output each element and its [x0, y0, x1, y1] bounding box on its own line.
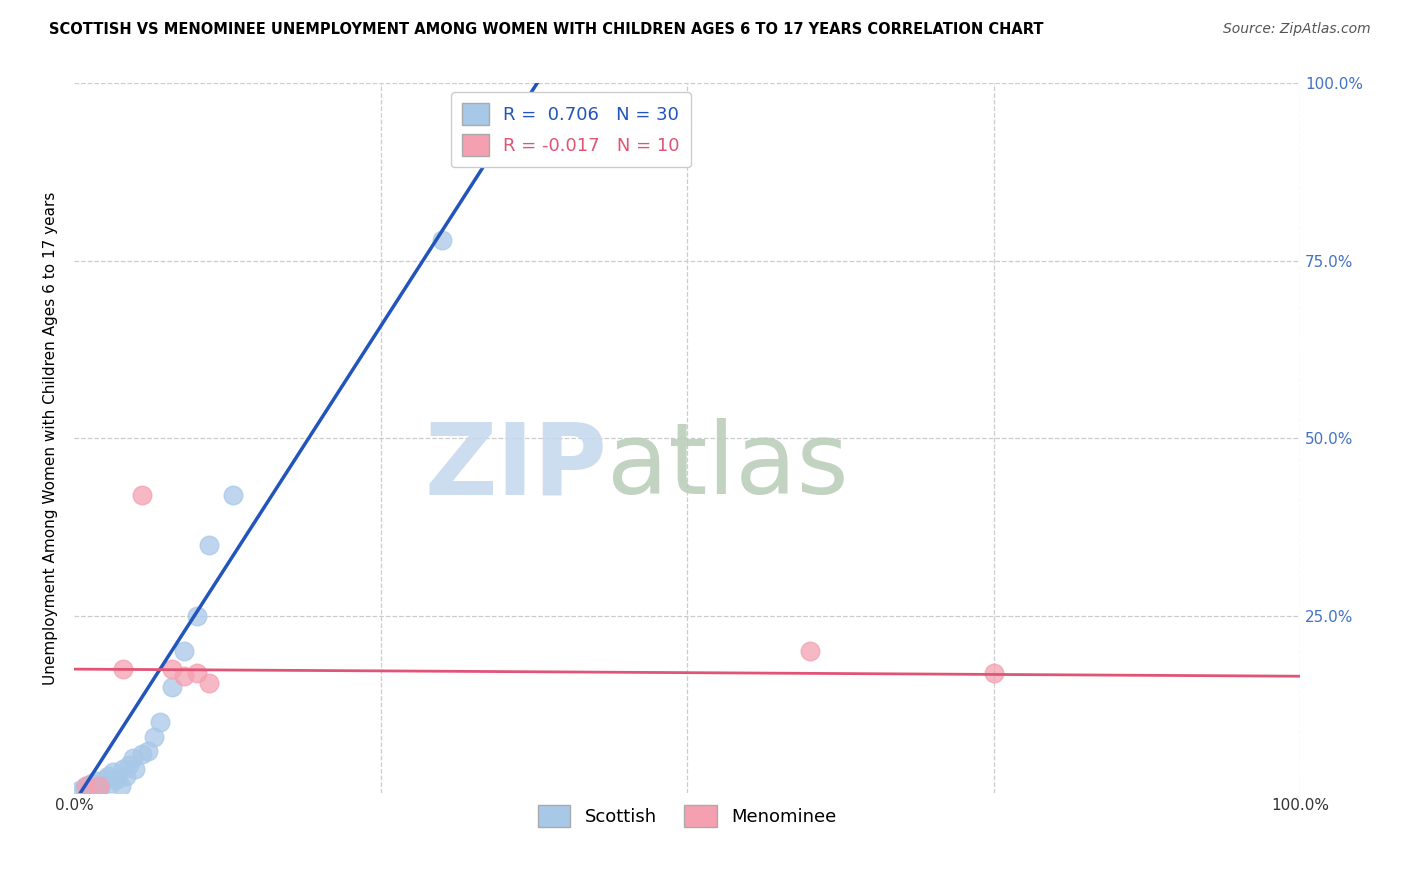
Point [97, 769, 120, 783]
Point [142, 730, 165, 744]
Point [983, 665, 1005, 680]
Text: Source: ZipAtlas.com: Source: ZipAtlas.com [1223, 22, 1371, 37]
Text: ZIP: ZIP [425, 418, 607, 516]
Point [77, 778, 100, 792]
Point [100, 775, 122, 789]
Point [90, 779, 112, 793]
Point [136, 744, 159, 758]
Point [87, 782, 110, 797]
Point [122, 751, 145, 765]
Point [93, 772, 115, 786]
Text: atlas: atlas [607, 418, 849, 516]
Point [114, 769, 136, 783]
Point [112, 762, 135, 776]
Point [173, 644, 195, 658]
Point [222, 488, 245, 502]
Point [84, 773, 107, 788]
Point [492, 104, 515, 119]
Point [799, 644, 821, 658]
Legend: Scottish, Menominee: Scottish, Menominee [530, 797, 844, 834]
Point [105, 772, 128, 786]
Point [186, 665, 208, 680]
Y-axis label: Unemployment Among Women with Children Ages 6 to 17 years: Unemployment Among Women with Children A… [44, 192, 58, 685]
Point [160, 662, 183, 676]
Point [160, 680, 183, 694]
Text: SCOTTISH VS MENOMINEE UNEMPLOYMENT AMONG WOMEN WITH CHILDREN AGES 6 TO 17 YEARS : SCOTTISH VS MENOMINEE UNEMPLOYMENT AMONG… [49, 22, 1043, 37]
Point [198, 538, 221, 552]
Point [75, 779, 97, 793]
Point [103, 765, 125, 780]
Point [198, 676, 221, 690]
Point [149, 715, 172, 730]
Point [75, 779, 97, 793]
Point [131, 747, 153, 762]
Point [112, 662, 135, 676]
Point [118, 758, 141, 772]
Point [73, 780, 96, 795]
Point [69, 782, 91, 797]
Point [430, 233, 453, 247]
Point [173, 669, 195, 683]
Point [124, 762, 146, 776]
Point [87, 779, 110, 793]
Point [110, 779, 132, 793]
Point [186, 608, 208, 623]
Point [131, 488, 153, 502]
Point [82, 775, 104, 789]
